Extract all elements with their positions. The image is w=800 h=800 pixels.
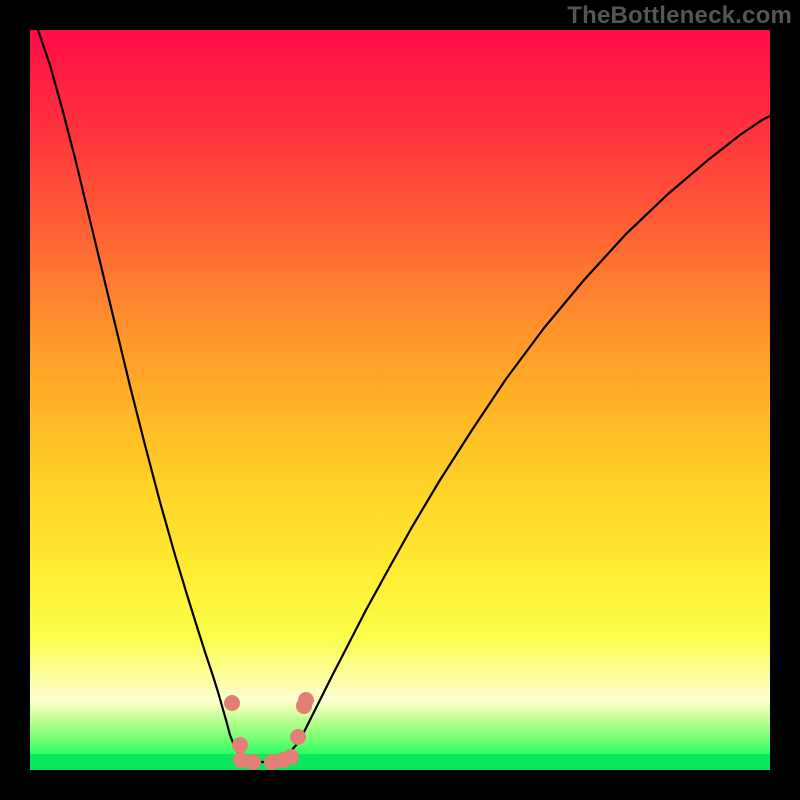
gradient-plot-area [30, 30, 770, 770]
watermark-text: TheBottleneck.com [567, 2, 792, 30]
chart-stage: TheBottleneck.com [0, 0, 800, 800]
green-good-zone-band [30, 754, 770, 770]
